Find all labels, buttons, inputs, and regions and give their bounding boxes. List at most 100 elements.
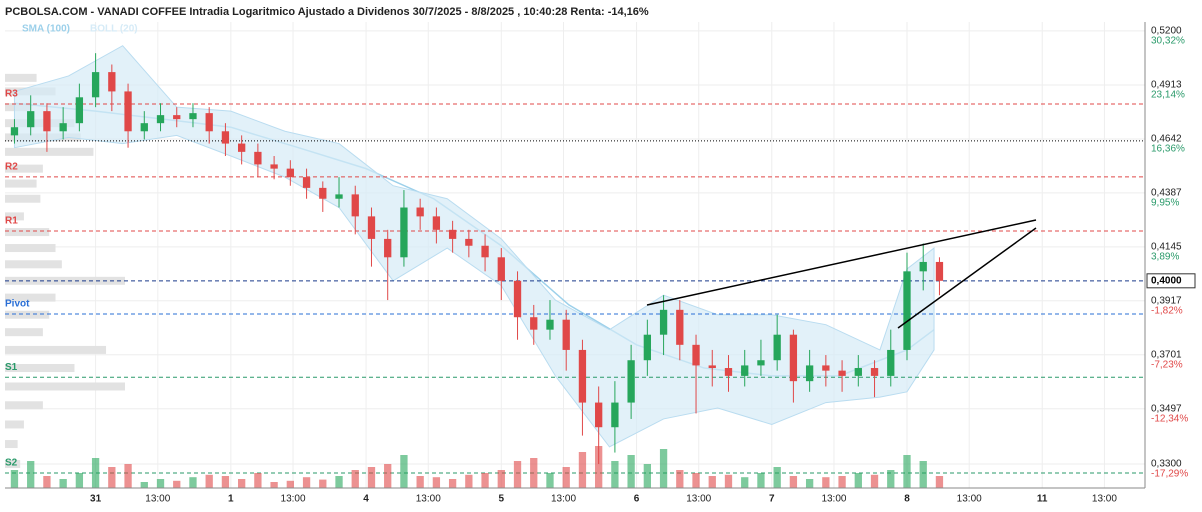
candle-body bbox=[903, 271, 911, 350]
volume-bar bbox=[724, 474, 733, 488]
y2-tick-label: -17,29% bbox=[1151, 469, 1188, 480]
volume-profile-bar bbox=[5, 460, 21, 469]
volume-bar bbox=[903, 455, 911, 488]
volume-bar bbox=[741, 477, 749, 488]
volume-bar bbox=[935, 476, 944, 488]
volume-profile-bar bbox=[5, 194, 41, 203]
volume-profile-bar bbox=[5, 179, 37, 188]
candle-body bbox=[854, 368, 862, 376]
volume-bar bbox=[221, 476, 230, 488]
y-tick-label: 0,5200 bbox=[1151, 26, 1182, 37]
candle-body bbox=[887, 349, 895, 376]
volume-bar bbox=[838, 476, 846, 488]
candle-body bbox=[75, 97, 84, 124]
candle-body bbox=[789, 334, 798, 382]
level-label: R1 bbox=[5, 216, 18, 227]
volume-bar bbox=[254, 473, 262, 488]
y2-tick-label: -12,34% bbox=[1151, 413, 1188, 424]
candle-body bbox=[124, 91, 132, 132]
candle-body bbox=[595, 402, 603, 428]
volume-bar bbox=[400, 455, 408, 488]
volume-bar bbox=[302, 477, 311, 488]
x-tick-label: 13:00 bbox=[551, 494, 576, 505]
candle-body bbox=[919, 261, 927, 272]
plot bbox=[5, 22, 1145, 488]
candle-body bbox=[319, 187, 327, 199]
y-tick-label: 0,3701 bbox=[1151, 349, 1182, 360]
volume-profile-bar bbox=[5, 328, 43, 337]
candle-body bbox=[221, 131, 230, 144]
candle-body bbox=[822, 365, 830, 371]
volume-bar bbox=[238, 479, 246, 488]
candle-body bbox=[416, 207, 424, 217]
candle-body bbox=[741, 365, 749, 376]
volume-bar bbox=[108, 467, 116, 488]
candle-body bbox=[351, 194, 359, 217]
volume-bar bbox=[627, 455, 635, 488]
candle-body bbox=[757, 360, 765, 366]
volume-bar bbox=[319, 479, 327, 488]
last-price-box bbox=[1146, 273, 1196, 289]
y-tick-label: 0,3917 bbox=[1151, 295, 1182, 306]
volume-profile-bar bbox=[5, 147, 94, 156]
trend-line bbox=[646, 219, 1037, 306]
y-tick-label: 0,3497 bbox=[1151, 403, 1182, 414]
volume-bar bbox=[140, 482, 148, 488]
volume-profile-bar bbox=[5, 244, 56, 253]
volume-profile-bar bbox=[5, 164, 43, 173]
candle-body bbox=[935, 261, 944, 281]
candle-body bbox=[870, 368, 879, 376]
x-tick-label: 13:00 bbox=[145, 494, 170, 505]
volume-bar bbox=[43, 476, 51, 488]
volume-bar bbox=[156, 479, 165, 488]
candle-body bbox=[465, 238, 473, 246]
volume-bar bbox=[513, 461, 522, 488]
volume-bar bbox=[189, 477, 197, 488]
candle-body bbox=[805, 365, 814, 382]
candle-body bbox=[27, 111, 35, 128]
volume-profile-bar bbox=[5, 310, 50, 319]
volume-bar bbox=[75, 473, 84, 488]
volume-profile-bar bbox=[5, 401, 43, 410]
candle-body bbox=[724, 368, 733, 376]
volume-bar bbox=[887, 470, 895, 488]
candle-body bbox=[838, 370, 846, 376]
candle-body bbox=[140, 123, 148, 132]
y2-tick-label: 9,95% bbox=[1151, 197, 1179, 208]
volume-bar bbox=[546, 473, 554, 488]
x-tick-label: 5 bbox=[499, 494, 505, 505]
candle-body bbox=[546, 319, 554, 330]
candle-body bbox=[43, 111, 51, 132]
volume-bar bbox=[59, 479, 67, 488]
candle-body bbox=[367, 216, 376, 239]
x-tick-label: 13:00 bbox=[821, 494, 846, 505]
volume-bar bbox=[692, 473, 700, 488]
volume-bar bbox=[286, 480, 294, 488]
candle-body bbox=[91, 72, 100, 98]
volume-bar bbox=[562, 467, 570, 488]
volume-profile-bar bbox=[5, 228, 50, 237]
level-label: R3 bbox=[5, 89, 18, 100]
volume-bar bbox=[335, 476, 343, 488]
volume-profile-bar bbox=[5, 382, 125, 391]
candle-body bbox=[481, 245, 489, 258]
last-price-label: 0,4000 bbox=[1151, 275, 1182, 286]
candle-body bbox=[611, 402, 619, 428]
x-tick-label: 8 bbox=[904, 494, 910, 505]
candle-body bbox=[497, 257, 505, 281]
candle-body bbox=[513, 280, 522, 318]
volume-bar bbox=[465, 474, 473, 488]
x-tick-label: 6 bbox=[634, 494, 640, 505]
volume-bar bbox=[124, 464, 132, 488]
candle-body bbox=[773, 334, 781, 361]
candle-body bbox=[254, 151, 262, 165]
volume-bar bbox=[27, 461, 35, 488]
volume-bar bbox=[643, 464, 651, 488]
volume-bar bbox=[432, 477, 441, 488]
volume-bar bbox=[578, 452, 587, 488]
candle-body bbox=[659, 309, 668, 335]
volume-bar bbox=[173, 480, 181, 488]
x-tick-label: 1 bbox=[228, 494, 234, 505]
volume-bar bbox=[205, 474, 213, 488]
volume-bar bbox=[91, 458, 100, 488]
